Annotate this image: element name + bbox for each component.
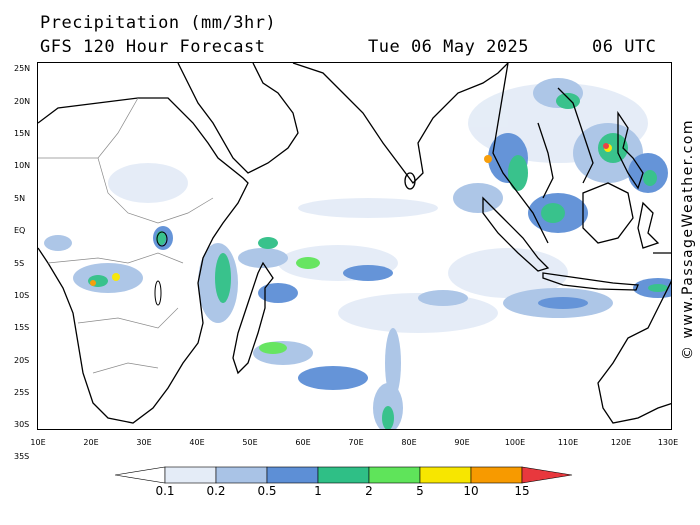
lon-label: 120E [610,438,632,447]
lat-label: 25S [14,388,30,397]
legend-swatch [266,466,319,484]
lon-label: 110E [557,438,579,447]
chart-title: Precipitation (mm/3hr) [40,13,277,33]
lat-label: 10N [14,161,31,170]
lat-label: 10S [14,291,30,300]
country-borders [38,97,214,374]
chart-subtitle: GFS 120 Hour Forecast [40,37,266,57]
precipitation-map [37,62,672,430]
lat-label: 20S [14,356,30,365]
legend-swatch [419,466,472,484]
lon-label: 130E [657,438,679,447]
lon-label: 60E [295,438,311,447]
lon-label: 50E [242,438,258,447]
precip-field [44,78,671,429]
legend-swatch [470,466,523,484]
lat-label: EQ [14,226,26,235]
legend-label: 15 [514,484,530,498]
precip-legend [115,466,573,484]
legend-label: 0.2 [206,484,226,498]
lon-label: 10E [30,438,46,447]
lon-label: 100E [504,438,526,447]
legend-swatch [215,466,268,484]
lakes [154,231,168,306]
credit-watermark: © www.PassageWeather.com [680,118,696,360]
coastlines [38,63,671,424]
lon-label: 70E [348,438,364,447]
legend-label: 0.1 [155,484,175,498]
lat-label: 15N [14,129,31,138]
legend-swatch [317,466,370,484]
forecast-time: 06 UTC [592,37,657,57]
lat-label: 30S [14,420,30,429]
legend-label: 5 [416,484,424,498]
legend-label: 10 [463,484,479,498]
lon-label: 20E [83,438,99,447]
lat-label: 15S [14,323,30,332]
legend-swatch [368,466,421,484]
lat-label: 5N [14,194,26,203]
lat-label: 25N [14,64,31,73]
legend-swatch [115,466,166,484]
lat-label: 35S [14,452,30,461]
legend-label: 0.5 [257,484,277,498]
lat-label: 20N [14,97,31,106]
lon-label: 30E [136,438,152,447]
legend-label: 2 [365,484,373,498]
forecast-date: Tue 06 May 2025 [368,37,530,57]
legend-swatch [521,466,573,484]
lon-label: 90E [454,438,470,447]
lon-label: 40E [189,438,205,447]
lat-label: 5S [14,259,25,268]
map-canvas [38,63,671,429]
legend-swatch [164,466,217,484]
lon-label: 80E [401,438,417,447]
legend-label: 1 [314,484,322,498]
